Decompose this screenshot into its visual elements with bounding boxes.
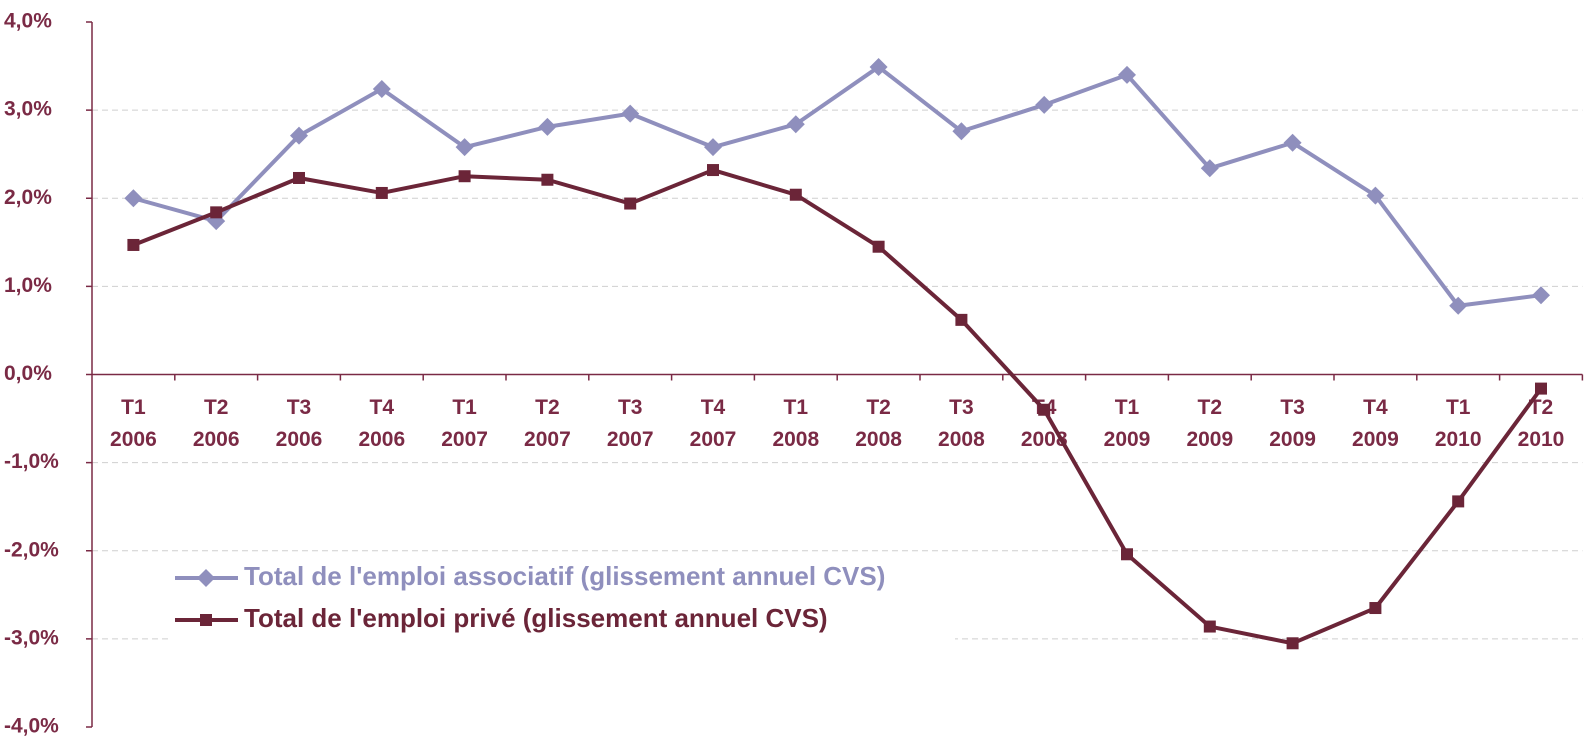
legend-background xyxy=(170,556,955,646)
data-point xyxy=(372,79,391,98)
data-point xyxy=(1038,403,1051,416)
x-tick-label: T1 xyxy=(452,396,477,419)
y-tick-label: -1,0% xyxy=(4,450,59,473)
legend-label: Total de l'emploi privé (glissement annu… xyxy=(244,603,828,633)
y-tick-label: 2,0% xyxy=(4,186,52,209)
data-point xyxy=(869,57,888,76)
x-tick-label: 2009 xyxy=(1269,428,1316,451)
x-tick-label: 2006 xyxy=(276,428,323,451)
x-tick-label: T3 xyxy=(618,396,643,419)
y-tick-label: 0,0% xyxy=(4,362,52,385)
data-point xyxy=(538,117,557,136)
data-point xyxy=(455,138,474,157)
x-tick-label: 2008 xyxy=(772,428,819,451)
y-tick-label: -2,0% xyxy=(4,538,59,561)
x-tick-label: 2009 xyxy=(1186,428,1233,451)
legend-label: Total de l'emploi associatif (glissement… xyxy=(244,561,885,591)
x-tick-label: 2010 xyxy=(1518,428,1565,451)
y-tick-label: 4,0% xyxy=(4,10,52,33)
data-point xyxy=(290,126,308,145)
x-tick-label: T4 xyxy=(1363,396,1388,419)
x-tick-label: T2 xyxy=(1198,396,1223,419)
data-point xyxy=(1452,495,1465,508)
y-tick-label: 1,0% xyxy=(4,274,52,297)
data-point xyxy=(624,197,637,210)
x-tick-label: 2010 xyxy=(1435,428,1482,451)
x-tick-label: T1 xyxy=(1446,396,1471,419)
x-tick-label: 2007 xyxy=(690,428,737,451)
x-tick-label: 2006 xyxy=(110,428,157,451)
x-tick-label: T2 xyxy=(204,396,229,419)
data-point xyxy=(1035,95,1054,114)
x-tick-label: 2009 xyxy=(1352,428,1399,451)
series-line xyxy=(132,64,1542,308)
data-point xyxy=(1203,620,1216,633)
x-tick-label: T2 xyxy=(535,396,560,419)
x-tick-label: T3 xyxy=(1280,396,1305,419)
data-point xyxy=(1535,382,1547,395)
x-tick-label: T4 xyxy=(370,396,395,419)
data-point xyxy=(1532,286,1550,305)
x-tick-label: 2009 xyxy=(1104,428,1151,451)
data-point xyxy=(952,122,971,141)
data-point xyxy=(210,206,223,219)
data-point xyxy=(1283,133,1302,152)
x-tick-label: 2008 xyxy=(855,428,902,451)
x-tick-label: T4 xyxy=(701,396,726,419)
data-point xyxy=(293,171,305,184)
x-tick-label: 2006 xyxy=(358,428,405,451)
data-point xyxy=(124,189,143,208)
x-tick-label: T3 xyxy=(287,396,312,419)
legend-marker xyxy=(197,569,215,587)
x-tick-label: T1 xyxy=(121,396,146,419)
x-tick-label: 2007 xyxy=(441,428,488,451)
data-point xyxy=(375,186,388,199)
data-point xyxy=(955,313,968,326)
x-tick-label: T2 xyxy=(1529,396,1554,419)
data-point xyxy=(1286,637,1299,650)
x-tick-label: T3 xyxy=(949,396,974,419)
data-point xyxy=(541,173,554,186)
legend-marker xyxy=(200,614,212,626)
data-point xyxy=(458,170,471,183)
data-point xyxy=(1118,65,1136,84)
x-tick-label: T1 xyxy=(1115,396,1140,419)
x-tick-label: 2007 xyxy=(607,428,654,451)
data-point xyxy=(789,188,802,201)
data-point xyxy=(786,115,805,134)
data-point xyxy=(1200,159,1219,178)
data-point xyxy=(1369,602,1382,615)
y-tick-label: -3,0% xyxy=(4,626,59,649)
y-tick-label: 3,0% xyxy=(4,98,52,121)
data-point xyxy=(621,104,640,123)
data-point xyxy=(707,164,719,177)
x-tick-label: T1 xyxy=(784,396,809,419)
x-tick-label: 2008 xyxy=(938,428,985,451)
data-point xyxy=(127,238,140,251)
data-point xyxy=(1366,186,1385,205)
series-line xyxy=(132,168,1543,646)
data-point xyxy=(1449,296,1468,315)
data-point xyxy=(704,138,722,157)
y-tick-label: -4,0% xyxy=(4,715,59,738)
x-tick-label: 2007 xyxy=(524,428,571,451)
x-tick-label: 2006 xyxy=(193,428,240,451)
data-point xyxy=(1121,548,1133,561)
x-tick-label: T2 xyxy=(866,396,891,419)
data-point xyxy=(872,240,885,253)
